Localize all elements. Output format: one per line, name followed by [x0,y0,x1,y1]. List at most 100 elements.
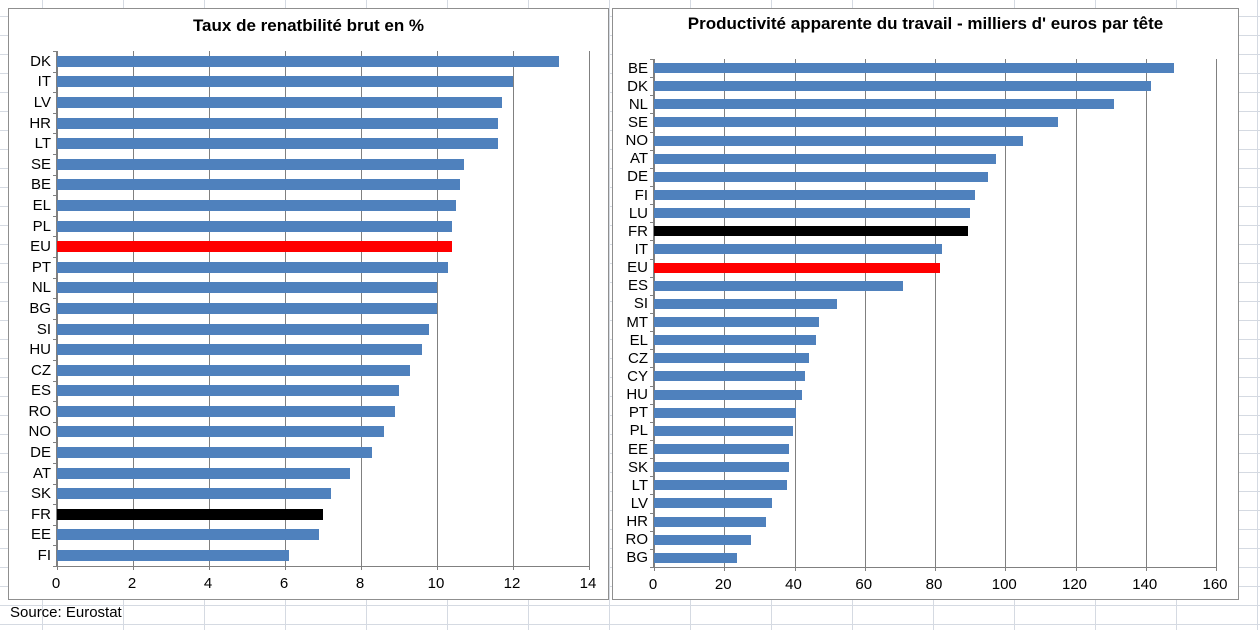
bar-IT[interactable] [57,76,513,88]
category-label-LV: LV [630,494,648,512]
bar-FR[interactable] [654,226,969,237]
bar-BE[interactable] [57,179,460,191]
bar-NL[interactable] [57,282,437,294]
category-tick [53,463,57,464]
category-tick [53,318,57,320]
value-gridline [1216,59,1217,571]
bar-EU[interactable] [57,241,453,253]
bar-row [654,480,1216,491]
bar-row [57,344,589,356]
bar-BG[interactable] [57,302,437,314]
category-label-FR: FR [628,222,648,240]
bar-SI[interactable] [654,298,837,309]
bar-NL[interactable] [654,99,1115,110]
chart-profitability[interactable]: Taux de renatbilité brut en % DK IT LV HR LT… [8,8,609,600]
category-tick [650,59,654,60]
bar-HU[interactable] [654,389,802,400]
category-tick [650,567,654,568]
bar-row [654,534,1216,545]
bar-EL[interactable] [654,335,816,346]
bar-SK[interactable] [57,488,331,500]
bar-ES[interactable] [654,280,904,291]
bar-AT[interactable] [57,467,350,479]
bar-CZ[interactable] [57,364,411,376]
bar-AT[interactable] [654,153,997,164]
bar-LV[interactable] [654,498,772,509]
bar-EE[interactable] [654,444,790,455]
value-gridline [724,59,726,571]
bar-CZ[interactable] [654,353,809,364]
axis-tick-label: 10 [427,575,445,592]
bar-row [654,208,1216,219]
category-tick [650,440,654,441]
category-tick [53,257,57,258]
category-tick [53,112,57,114]
category-label-IT: IT [37,73,51,91]
bar-row [57,488,589,500]
category-label-FI: FI [634,186,648,204]
bar-FI[interactable] [654,190,976,201]
bar-HR[interactable] [654,516,767,527]
bar-DK[interactable] [57,55,559,67]
bar-FR[interactable] [57,508,323,520]
bar-CY[interactable] [654,371,806,382]
bar-row [654,371,1216,382]
bar-RO[interactable] [57,405,396,417]
bar-row [654,99,1216,110]
bar-RO[interactable] [654,534,751,545]
category-label-DK: DK [30,52,51,70]
chart-title-productivity[interactable]: Productivité apparente du travail - mill… [687,14,1164,33]
bar-IT[interactable] [654,244,943,255]
axis-tick-label: 0 [51,575,61,592]
bar-NO[interactable] [57,426,384,438]
category-tick [53,298,57,300]
bar-row [57,241,589,253]
bar-EU[interactable] [654,262,941,273]
chart-productivity[interactable]: Productivité apparente du travail - mill… [612,8,1239,600]
category-label-SK: SK [627,458,648,476]
plot-area [650,59,1217,571]
bar-MT[interactable] [654,317,820,328]
bar-SK[interactable] [654,462,790,473]
category-label-EL: EL [32,196,51,214]
bar-row [57,550,589,562]
bar-row [654,444,1216,455]
value-gridline [794,59,796,571]
bar-PL[interactable] [57,220,453,232]
bar-BE[interactable] [654,63,1174,74]
bar-HR[interactable] [57,117,498,129]
axis-tick-label: 60 [855,576,873,593]
bar-row [654,335,1216,346]
bar-BG[interactable] [654,552,737,563]
bar-FI[interactable] [57,550,289,562]
bar-row [57,261,589,273]
category-label-FR: FR [31,505,51,523]
bar-row [654,244,1216,255]
bar-SE[interactable] [654,117,1058,128]
bar-NO[interactable] [654,135,1023,146]
category-axis: DK IT LV HR LT SE BE EL PL EU PT NL BG SI HU CZ ES RO NO DE… [9,51,52,566]
bar-EE[interactable] [57,529,320,541]
bar-EL[interactable] [57,199,456,211]
chart-title-profitability[interactable]: Taux de renatbilité brut en % [192,16,425,35]
category-tick [53,51,57,52]
bar-PT[interactable] [57,261,449,273]
bar-SE[interactable] [57,158,464,170]
bar-LT[interactable] [654,480,788,491]
bar-DE[interactable] [654,171,988,182]
category-label-PL: PL [629,422,648,440]
bar-row [57,179,589,191]
bar-HU[interactable] [57,344,422,356]
bar-DE[interactable] [57,447,373,459]
bar-row [654,81,1216,92]
category-label-HU: HU [29,341,51,359]
bar-SI[interactable] [57,323,430,335]
category-label-EE: EE [627,440,648,458]
bar-LU[interactable] [654,208,971,219]
bar-ES[interactable] [57,385,399,397]
bar-LV[interactable] [57,96,502,108]
bar-PL[interactable] [654,425,793,436]
bar-LT[interactable] [57,138,498,150]
bar-PT[interactable] [654,407,797,418]
bar-DK[interactable] [654,81,1152,92]
